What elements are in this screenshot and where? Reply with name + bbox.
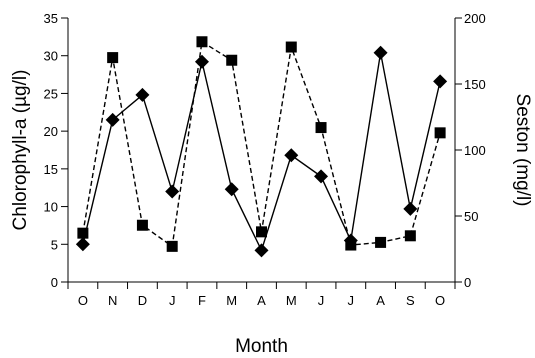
diamond-point (165, 184, 180, 199)
right-tick-label: 0 (464, 275, 471, 290)
diamond-point (224, 182, 239, 197)
diamond-point (314, 169, 329, 184)
series-layer (75, 36, 448, 258)
diamond-point (194, 54, 209, 69)
square-point (434, 127, 446, 139)
square-point (345, 239, 357, 251)
left-tick-label: 5 (51, 237, 58, 252)
diamond-point (254, 243, 269, 258)
right-tick-label: 100 (464, 143, 486, 158)
right-tick-label: 200 (464, 11, 486, 26)
x-tick-label: A (257, 293, 266, 308)
right-tick-label: 50 (464, 209, 478, 224)
left-tick-label: 15 (44, 162, 58, 177)
square-point (315, 122, 327, 134)
square-point (107, 52, 119, 64)
left-tick-label: 20 (44, 124, 58, 139)
x-tick-label: D (138, 293, 147, 308)
y-axis-left-title: Chlorophyll-a (µg/l) (10, 70, 31, 231)
x-tick-label: J (318, 293, 325, 308)
diamond-point (284, 148, 299, 163)
left-axis: 0 5 10 15 20 25 30 35 (44, 11, 69, 290)
x-axis-title: Month (235, 336, 288, 357)
series-seston (77, 36, 446, 252)
y-axis-right-title: Seston (mg/l) (512, 94, 533, 207)
x-tick-label: M (286, 293, 297, 308)
diamond-point (433, 74, 448, 89)
series-line (82, 40, 441, 248)
x-tick-label: J (348, 293, 355, 308)
square-point (226, 54, 238, 66)
left-tick-label: 25 (44, 86, 58, 101)
square-point (375, 236, 387, 248)
x-tick-label: M (226, 293, 237, 308)
left-tick-label: 0 (51, 275, 58, 290)
series-line (82, 52, 441, 253)
x-tick-label: N (108, 293, 117, 308)
x-tick-label: S (406, 293, 415, 308)
square-point (404, 230, 416, 242)
x-tick-label: O (78, 293, 88, 308)
x-tick-label: F (198, 293, 206, 308)
square-point (136, 219, 148, 231)
right-axis: 0 50 100 150 200 (454, 11, 486, 290)
diamond-point (75, 237, 90, 252)
square-point (166, 240, 178, 252)
diamond-point (105, 112, 120, 127)
diamond-point (403, 201, 418, 216)
square-point (196, 36, 208, 48)
left-tick-label: 30 (44, 49, 58, 64)
diamond-point (373, 45, 388, 60)
square-point (77, 227, 89, 239)
x-tick-label: O (435, 293, 445, 308)
diamond-point (135, 87, 150, 102)
series-chlorophyll (75, 45, 448, 258)
x-tick-label: A (376, 293, 385, 308)
square-point (285, 41, 297, 53)
x-tick-label: J (169, 293, 176, 308)
left-tick-label: 35 (44, 11, 58, 26)
right-tick-label: 150 (464, 77, 486, 92)
left-tick-label: 10 (44, 200, 58, 215)
square-point (256, 226, 267, 238)
